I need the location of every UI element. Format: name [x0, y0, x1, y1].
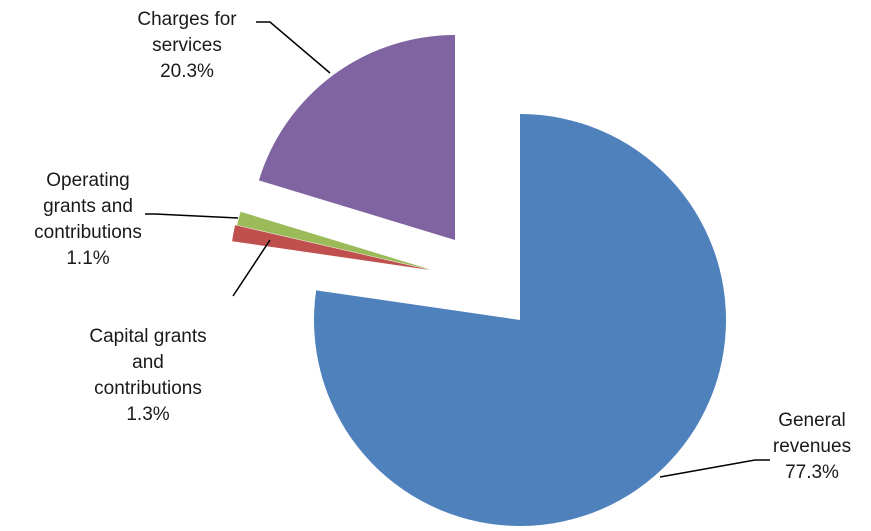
- slice-name-label: revenues: [773, 436, 851, 457]
- pie-slice-general-revenues: [314, 114, 727, 526]
- pie-slice-charges-for-services: [258, 35, 455, 240]
- slice-name-label: services: [152, 35, 222, 56]
- slice-value-label: 20.3%: [160, 61, 214, 82]
- slice-name-label: grants and: [43, 196, 133, 217]
- slice-name-label: contributions: [94, 378, 202, 399]
- slice-value-label: 1.3%: [126, 404, 169, 425]
- slice-name-label: Operating: [46, 170, 129, 191]
- slice-label: General revenues 77.3%: [773, 410, 851, 483]
- slice-name-label: Charges for: [137, 9, 237, 30]
- slice-value-label: 1.1%: [66, 248, 109, 269]
- leader-line: [145, 213, 239, 219]
- leader-line: [659, 459, 770, 478]
- leader-line: [256, 21, 331, 74]
- slice-name-label: and: [132, 352, 164, 373]
- slice-label: Charges for services 20.3%: [137, 9, 237, 82]
- pie-slice-operating-grants-and-contributions: [237, 211, 432, 270]
- slice-name-label: contributions: [34, 222, 142, 243]
- slice-label: Operating grants and contributions 1.1%: [34, 170, 142, 269]
- pie-slice-capital-grants-and-contributions: [232, 225, 430, 270]
- leader-line: [232, 239, 271, 297]
- slice-value-label: 77.3%: [785, 462, 839, 483]
- slice-label: Capital grants and contributions 1.3%: [89, 326, 206, 425]
- slice-name-label: Capital grants: [89, 326, 206, 347]
- slice-name-label: General: [778, 410, 846, 431]
